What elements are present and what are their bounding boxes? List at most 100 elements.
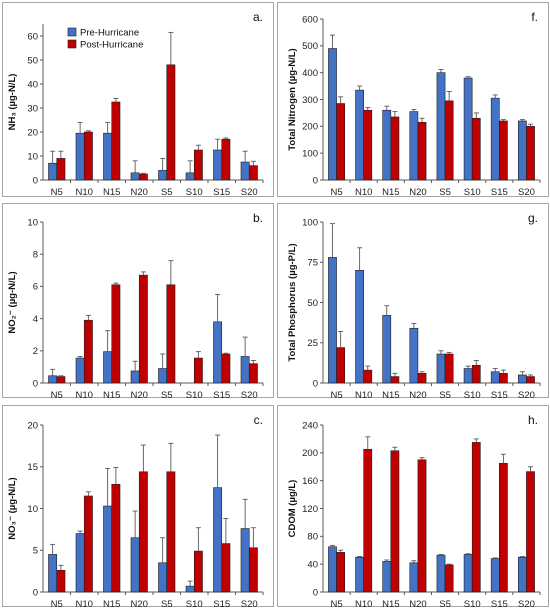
bar-post-s10 bbox=[471, 117, 481, 181]
x-tick-label: N5 bbox=[51, 390, 63, 401]
y-tick-label: 0 bbox=[33, 175, 38, 186]
y-tick-label: 4 bbox=[33, 314, 38, 325]
chart-panel-c: 0 5 10 15 20 NO₃⁻ (µg-N/L) c. N5 N10 N15 N20 S5 S10 S… bbox=[2, 405, 274, 608]
y-axis-label: NO₂⁻ (µg-N/L) bbox=[7, 271, 18, 333]
x-tick-label: S15 bbox=[213, 390, 230, 401]
legend-label-pre: Pre-Hurricane bbox=[80, 28, 139, 39]
bar-pre-s10 bbox=[463, 368, 473, 384]
x-tick-label: S15 bbox=[213, 187, 230, 198]
x-tick-label: S20 bbox=[518, 599, 535, 608]
y-tick-label: 20 bbox=[27, 127, 38, 138]
bar-pre-s5 bbox=[436, 353, 446, 384]
bar-post-s5 bbox=[444, 353, 454, 384]
x-tick-label: N15 bbox=[382, 187, 399, 198]
y-tick-label: 10 bbox=[27, 151, 38, 162]
y-tick-label: 400 bbox=[302, 68, 318, 79]
x-tick-label: S10 bbox=[186, 390, 203, 401]
x-tick-label: S5 bbox=[161, 187, 173, 198]
bar-pre-s20 bbox=[240, 528, 250, 593]
y-tick-label: 20 bbox=[27, 420, 38, 431]
bar-pre-n15 bbox=[382, 561, 392, 593]
x-tick-label: N20 bbox=[131, 390, 148, 401]
bar-post-n20 bbox=[138, 173, 148, 181]
legend-label-post: Post-Hurricane bbox=[80, 40, 143, 51]
bar-pre-s20 bbox=[240, 356, 250, 384]
y-axis-label: NO₃⁻ (µg-N/L) bbox=[7, 477, 18, 539]
bar-pre-n20 bbox=[130, 370, 140, 384]
bar-post-s5 bbox=[166, 64, 176, 181]
bar-pre-s20 bbox=[517, 556, 527, 593]
chart-panel-b: 0 2 4 6 8 10 NO₂⁻ (µg-N/L) b. N5 N10 N15 N20 S5 S10 S1… bbox=[2, 203, 274, 401]
bar-post-n5 bbox=[56, 569, 66, 593]
y-tick-label: 5 bbox=[33, 546, 38, 557]
bar-pre-n5 bbox=[328, 546, 337, 593]
x-tick-label: S20 bbox=[241, 599, 258, 608]
bar-pre-s5 bbox=[158, 368, 168, 384]
bar-post-n5 bbox=[336, 552, 345, 593]
bar-post-n10 bbox=[363, 109, 373, 181]
x-tick-label: N20 bbox=[409, 390, 426, 401]
x-tick-label: N15 bbox=[103, 187, 120, 198]
y-tick-label: 25 bbox=[307, 338, 318, 349]
legend-swatch-post bbox=[67, 39, 77, 49]
bar-post-s20 bbox=[526, 376, 535, 384]
x-tick-label: N10 bbox=[355, 187, 372, 198]
x-tick-label: N15 bbox=[382, 599, 399, 608]
bar-post-n20 bbox=[417, 373, 427, 384]
bar-post-s10 bbox=[471, 442, 481, 593]
bar-pre-n10 bbox=[75, 357, 85, 384]
panel-label: b. bbox=[253, 211, 263, 225]
x-tick-label: N15 bbox=[103, 390, 120, 401]
panel-label: g. bbox=[528, 211, 538, 225]
panel-label: a. bbox=[253, 10, 263, 24]
y-axis-label: Total Nitrogen (µg-N/L) bbox=[287, 48, 298, 150]
bar-post-n15 bbox=[111, 483, 121, 593]
x-tick-label: S20 bbox=[518, 187, 535, 198]
bar-post-n10 bbox=[83, 495, 93, 593]
bar-pre-n20 bbox=[409, 562, 419, 593]
bar-pre-n10 bbox=[355, 269, 364, 384]
y-tick-label: 6 bbox=[33, 282, 38, 293]
bar-pre-s5 bbox=[436, 72, 446, 181]
bar-pre-n15 bbox=[103, 505, 113, 593]
x-tick-label: S10 bbox=[464, 390, 481, 401]
y-tick-label: 100 bbox=[302, 217, 318, 228]
bar-post-s5 bbox=[166, 471, 176, 593]
y-tick-label: 2 bbox=[33, 346, 38, 357]
bar-post-n20 bbox=[138, 274, 148, 384]
bar-post-n10 bbox=[83, 131, 93, 181]
bar-pre-s10 bbox=[463, 77, 473, 181]
bar-pre-s20 bbox=[517, 120, 527, 181]
bar-pre-n20 bbox=[409, 111, 419, 181]
bar-post-s5 bbox=[166, 284, 176, 384]
x-tick-label: S10 bbox=[186, 187, 203, 198]
y-tick-label: 10 bbox=[27, 217, 38, 228]
bar-post-n20 bbox=[138, 471, 148, 593]
bar-pre-n10 bbox=[355, 556, 364, 593]
x-tick-label: S20 bbox=[241, 390, 258, 401]
y-tick-label: 100 bbox=[302, 148, 318, 159]
x-tick-label: N5 bbox=[51, 599, 63, 608]
y-axis-label: Total Phosphorus (µg-P/L) bbox=[287, 243, 298, 361]
bar-post-n15 bbox=[390, 376, 400, 384]
chart-panel-h: 0 40 80 120 160 200 240 CDOM (µg/L) h. N5 N10 N15 N2… bbox=[277, 405, 549, 608]
bar-post-n10 bbox=[363, 449, 373, 593]
bar-pre-n10 bbox=[75, 132, 85, 181]
bar-pre-s5 bbox=[158, 170, 168, 181]
y-tick-label: 8 bbox=[33, 250, 38, 261]
x-tick-label: N10 bbox=[355, 599, 372, 608]
x-tick-label: N10 bbox=[76, 599, 93, 608]
y-tick-label: 50 bbox=[27, 55, 38, 66]
y-tick-label: 50 bbox=[307, 298, 318, 309]
x-tick-label: S5 bbox=[161, 599, 173, 608]
legend-swatch-pre bbox=[67, 27, 77, 37]
y-tick-label: 60 bbox=[27, 31, 38, 42]
x-tick-label: N20 bbox=[409, 187, 426, 198]
x-tick-label: S15 bbox=[491, 390, 508, 401]
x-tick-label: S15 bbox=[213, 599, 230, 608]
y-tick-label: 200 bbox=[302, 122, 318, 133]
bar-post-s15 bbox=[499, 462, 508, 593]
y-tick-label: 240 bbox=[302, 420, 318, 431]
bar-pre-s15 bbox=[490, 371, 500, 384]
bar-pre-s15 bbox=[213, 487, 223, 593]
